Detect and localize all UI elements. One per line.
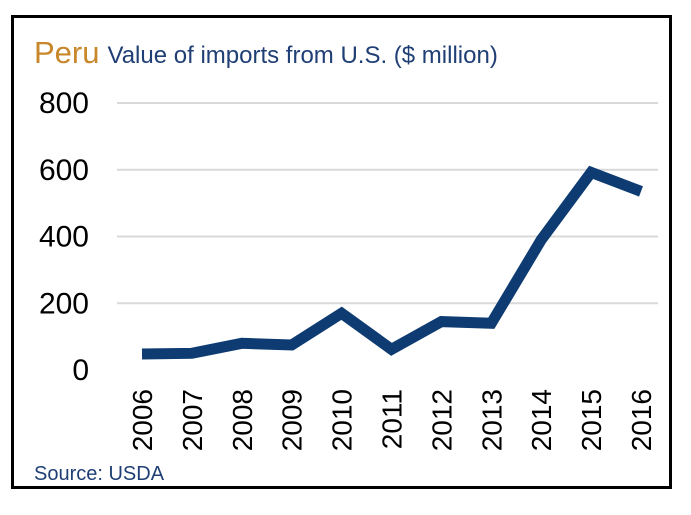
x-tick-label-2011: 2011	[377, 389, 408, 449]
series-layer	[141, 165, 643, 360]
y-tick-label-0: 0	[72, 354, 89, 387]
x-tick-label-2010: 2010	[327, 389, 358, 451]
chart-subtitle: Value of imports from U.S. ($ million)	[107, 42, 498, 69]
chart-title-country: Peru	[34, 35, 100, 70]
grid-lines	[117, 102, 658, 305]
x-tick-label-2014: 2014	[526, 389, 557, 451]
y-tick-label-600: 600	[39, 154, 89, 187]
series-line-0	[141, 165, 643, 360]
x-axis-ticks: 2006 2007 2008 2009 2010 2011 2012 2013 2014 2015…	[127, 389, 657, 451]
y-axis-ticks: 0 200 400 600 800	[39, 87, 89, 387]
y-tick-label-400: 400	[39, 221, 89, 254]
chart-title: Peru Value of imports from U.S. ($ millio…	[34, 37, 498, 68]
x-tick-label-2013: 2013	[476, 389, 507, 451]
x-tick-label-2008: 2008	[227, 389, 258, 451]
chart-frame: Peru Value of imports from U.S. ($ millio…	[11, 15, 672, 489]
x-tick-label-2016: 2016	[626, 389, 657, 451]
x-tick-label-2015: 2015	[576, 389, 607, 451]
x-tick-label-2012: 2012	[426, 389, 457, 451]
y-tick-label-800: 800	[39, 87, 89, 120]
y-tick-label-200: 200	[39, 287, 89, 320]
source-note: Source: USDA	[34, 463, 165, 485]
x-tick-label-2007: 2007	[177, 389, 208, 451]
x-tick-label-2009: 2009	[277, 389, 308, 451]
x-tick-label-2006: 2006	[127, 389, 158, 451]
